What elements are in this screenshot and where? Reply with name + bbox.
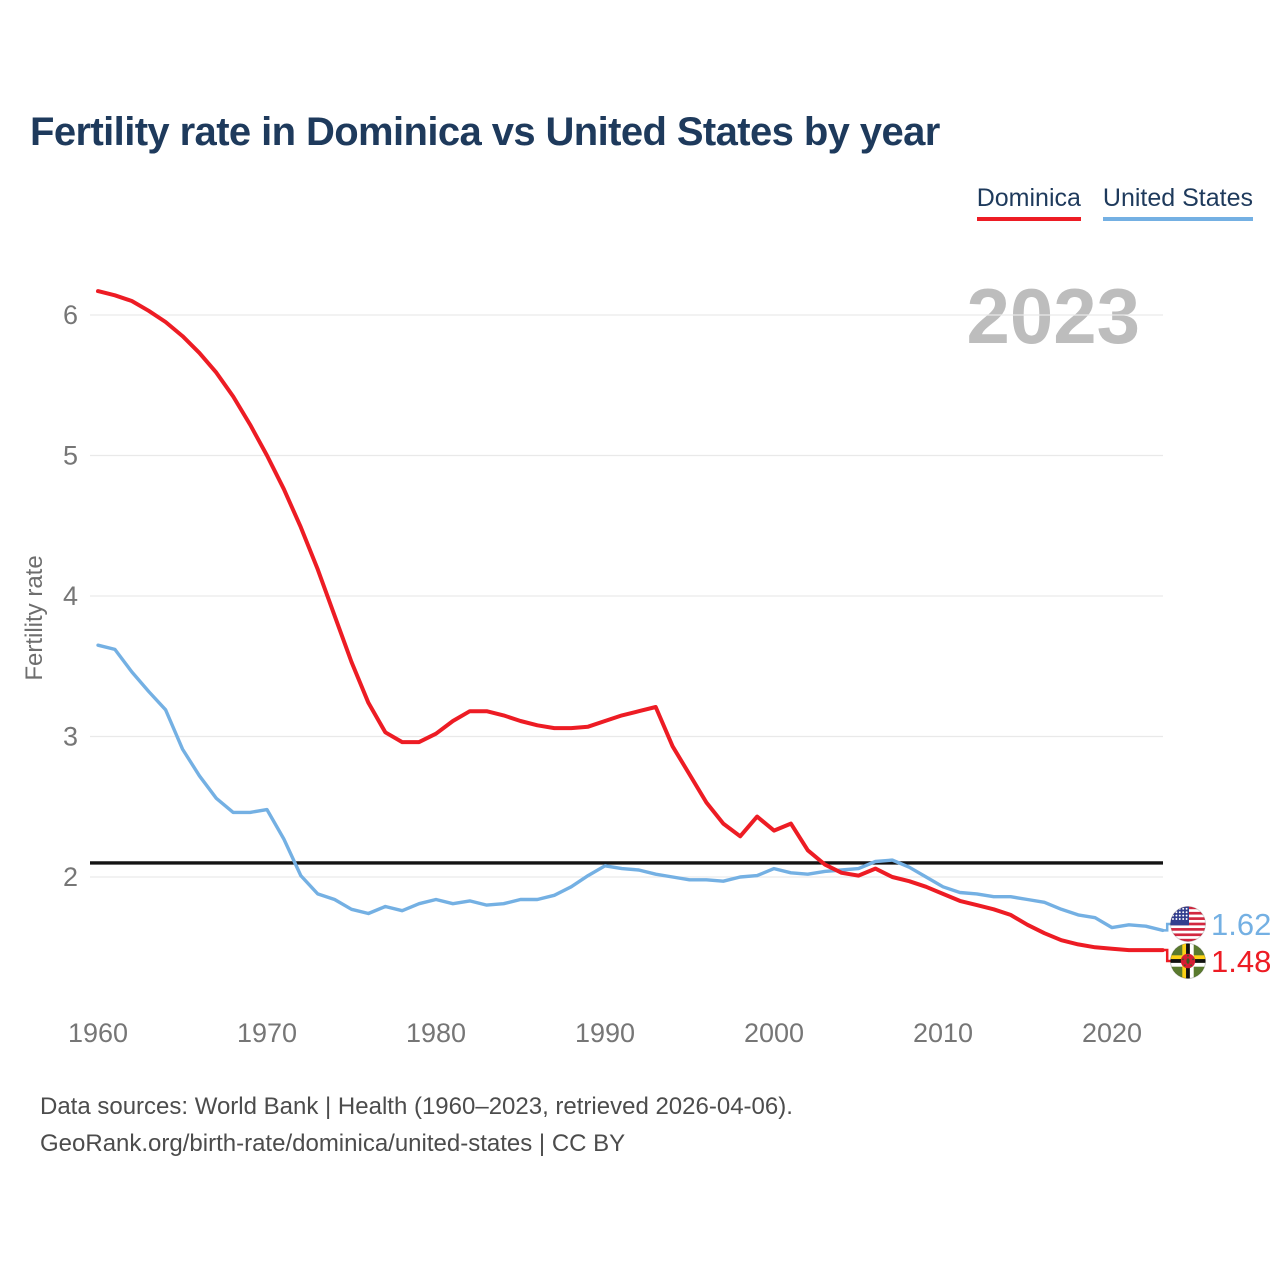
end-value-dominica: 1.48	[1211, 944, 1271, 979]
end-value-united-states: 1.62	[1211, 907, 1271, 942]
dominica-flag-icon	[1170, 943, 1206, 979]
gridlines	[90, 314, 1163, 878]
data-sources-text: Data sources: World Bank | Health (1960–…	[40, 1093, 793, 1120]
series-end-annotations	[1162, 906, 1206, 979]
axis-tick-labels: 2 3 4 5 6 1960 1970 1980 1990 2000 2010 2020	[63, 300, 1142, 1048]
x-tick-label: 1960	[68, 1018, 128, 1048]
us-flag-icon	[1170, 906, 1206, 942]
dominica-line[interactable]	[96, 289, 1165, 953]
y-axis-label: Fertility rate	[21, 555, 48, 680]
x-tick-label: 1970	[237, 1018, 297, 1048]
series-end-connector	[1162, 948, 1172, 963]
page-title: Fertility rate in Dominica vs United Sta…	[30, 110, 940, 154]
series-end-connector	[1162, 922, 1172, 932]
y-tick-label: 6	[63, 300, 78, 330]
legend: Dominica United States	[976, 184, 1253, 221]
data-series	[96, 289, 1165, 953]
year-watermark: 2023	[966, 272, 1140, 360]
legend-item-united-states[interactable]: United States	[1102, 184, 1253, 221]
united-states-line[interactable]	[96, 643, 1165, 933]
y-tick-label: 2	[63, 862, 78, 892]
x-tick-label: 2020	[1082, 1018, 1142, 1048]
attribution-text: GeoRank.org/birth-rate/dominica/united-s…	[40, 1130, 626, 1157]
y-tick-label: 4	[63, 581, 78, 611]
x-tick-label: 2010	[913, 1018, 973, 1048]
y-tick-label: 3	[63, 722, 78, 752]
x-tick-label: 1980	[406, 1018, 466, 1048]
x-tick-label: 2000	[744, 1018, 804, 1048]
y-tick-label: 5	[63, 441, 78, 471]
x-tick-label: 1990	[575, 1018, 635, 1048]
footer: Data sources: World Bank | Health (1960–…	[40, 1088, 793, 1162]
legend-item-dominica[interactable]: Dominica	[976, 184, 1081, 221]
